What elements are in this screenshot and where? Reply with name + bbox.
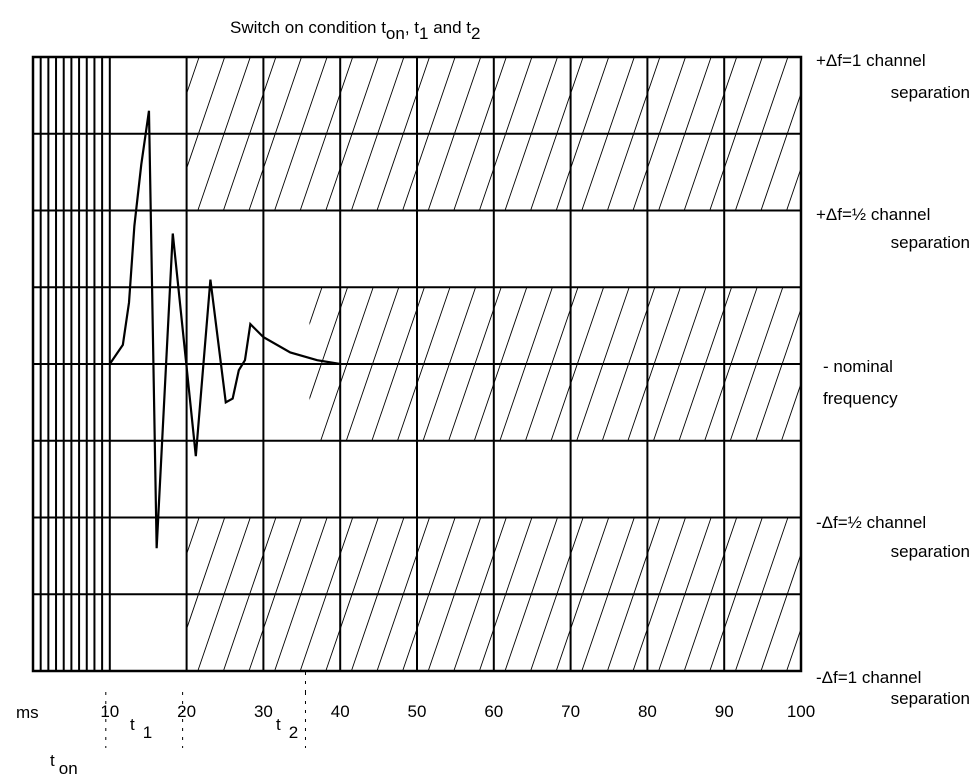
x-tick-label: 60: [484, 702, 503, 721]
right-label-line2: separation: [891, 689, 970, 708]
hatch-line: [186, 57, 200, 95]
chart-title: Switch on condition ton, t1 and t2: [230, 18, 481, 43]
right-label-line2: separation: [891, 542, 970, 561]
right-label-line2: separation: [891, 83, 970, 102]
right-label-line1: - nominal: [823, 357, 893, 376]
x-tick-label: 80: [638, 702, 657, 721]
x-tick-label: 10: [100, 702, 119, 721]
right-level-labels: +Δf=1 channel separation +Δf=½ channel sepa…: [816, 51, 970, 708]
plot-frame: [31, 55, 803, 673]
right-label-line1: -Δf=½ channel: [816, 513, 926, 532]
x-tick-labels: 10 20 30 40 50 60 70 80 90 100: [100, 702, 815, 721]
right-label-line1: +Δf=½ channel: [816, 205, 930, 224]
series-line-frequency-deviation: [108, 110, 341, 549]
hatch-line: [786, 627, 802, 671]
hatch-line: [838, 518, 891, 672]
time-marker-lines: [105, 672, 306, 748]
x-tick-label: 70: [561, 702, 580, 721]
right-label-line1: +Δf=1 channel: [816, 51, 926, 70]
x-unit-label: ms: [16, 703, 39, 722]
hatch-line: [186, 517, 200, 556]
hatch-line: [781, 382, 801, 441]
x-tick-label: 20: [177, 702, 196, 721]
right-label-line2: separation: [891, 233, 970, 252]
x-tick-label: 50: [408, 702, 427, 721]
t-on-label: t on: [50, 751, 78, 778]
chart-grid: [31, 55, 803, 673]
right-label-line1: -Δf=1 channel: [816, 668, 921, 687]
x-tick-label: 90: [715, 702, 734, 721]
hatch-line: [812, 518, 865, 672]
hatch-line: [786, 167, 802, 211]
x-tick-label: 40: [331, 702, 350, 721]
hatch-line: [309, 287, 323, 326]
right-label-line2: frequency: [823, 389, 898, 408]
x-tick-label: 100: [787, 702, 815, 721]
hatch-line: [838, 57, 891, 211]
hatch-line: [812, 57, 865, 211]
x-tick-label: 30: [254, 702, 273, 721]
